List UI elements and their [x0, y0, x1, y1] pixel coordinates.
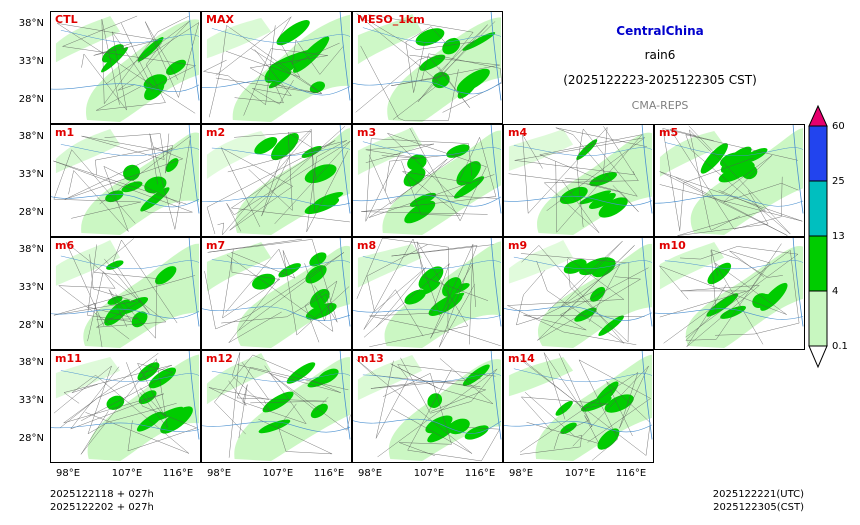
map-panel-m2: m2: [201, 124, 352, 237]
init-time-utc: 2025122118 + 027h: [50, 489, 154, 500]
colorbar-segment-1: [808, 290, 828, 347]
lat-tick-label: 33°N: [18, 395, 44, 406]
lat-tick-label: 33°N: [18, 169, 44, 180]
valid-time-utc: 2025122221(UTC): [712, 489, 804, 500]
colorbar-label-0-1: 0.1: [832, 341, 848, 352]
lat-tick-label: 38°N: [18, 244, 44, 255]
panel-label: m6: [55, 239, 75, 252]
panel-label: m2: [206, 126, 226, 139]
lon-tick-label: 98°E: [206, 468, 232, 479]
map-panel-m8: m8: [352, 237, 503, 350]
panel-label: m12: [206, 352, 233, 365]
map-panel-m1: m1: [50, 124, 201, 237]
lat-tick-label: 28°N: [18, 94, 44, 105]
colorbar-label-4: 4: [832, 286, 839, 297]
map-panel-m14: m14: [503, 350, 654, 463]
panel-label: m9: [508, 239, 528, 252]
panel-label: m10: [659, 239, 686, 252]
panel-label: m1: [55, 126, 75, 139]
panel-label: m13: [357, 352, 384, 365]
lon-tick-label: 98°E: [55, 468, 81, 479]
colorbar-label-60: 60: [832, 121, 845, 132]
colorbar-segment-2: [808, 235, 828, 292]
panel-label: m14: [508, 352, 535, 365]
map-panel-m7: m7: [201, 237, 352, 350]
lon-tick-label: 116°E: [162, 468, 194, 479]
map-panel-m6: m6: [50, 237, 201, 350]
lat-tick-label: 33°N: [18, 56, 44, 67]
map-panel-ctl: CTL: [50, 11, 201, 124]
init-time-cst: 2025122202 + 027h: [50, 502, 154, 513]
lon-tick-label: 107°E: [564, 468, 596, 479]
lon-tick-label: 107°E: [262, 468, 294, 479]
colorbar-segment-3: [808, 180, 828, 237]
map-panel-meso-1km: MESO_1km: [352, 11, 503, 124]
lat-tick-label: 38°N: [18, 131, 44, 142]
panel-label: m7: [206, 239, 226, 252]
lat-tick-label: 38°N: [18, 357, 44, 368]
map-panel-max: MAX: [201, 11, 352, 124]
lon-tick-label: 116°E: [615, 468, 647, 479]
lon-tick-label: 98°E: [508, 468, 534, 479]
region-title: CentralChina: [616, 24, 704, 38]
valid-time-cst: 2025122305(CST): [713, 502, 804, 513]
lon-tick-label: 98°E: [357, 468, 383, 479]
colorbar: [808, 104, 828, 369]
colorbar-under-triangle: [808, 345, 828, 369]
lat-tick-label: 28°N: [18, 320, 44, 331]
map-panel-m13: m13: [352, 350, 503, 463]
panel-label: m4: [508, 126, 528, 139]
period-title: (2025122223-2025122305 CST): [563, 73, 757, 87]
colorbar-over-triangle: [808, 104, 828, 127]
lon-tick-label: 116°E: [464, 468, 496, 479]
lon-tick-label: 116°E: [313, 468, 345, 479]
map-panel-m9: m9: [503, 237, 654, 350]
panel-label: MESO_1km: [357, 13, 425, 26]
map-panel-m11: m11: [50, 350, 201, 463]
panel-label: m8: [357, 239, 377, 252]
lon-tick-label: 107°E: [111, 468, 143, 479]
map-panel-m3: m3: [352, 124, 503, 237]
lat-tick-label: 28°N: [18, 433, 44, 444]
colorbar-label-13: 13: [832, 231, 845, 242]
source-title: CMA-REPS: [631, 99, 689, 112]
map-panel-m12: m12: [201, 350, 352, 463]
map-panel-m4: m4: [503, 124, 654, 237]
colorbar-label-25: 25: [832, 176, 845, 187]
panel-label: m3: [357, 126, 377, 139]
panel-label: CTL: [55, 13, 78, 26]
lat-tick-label: 33°N: [18, 282, 44, 293]
panel-label: m5: [659, 126, 679, 139]
lat-tick-label: 28°N: [18, 207, 44, 218]
map-panel-m10: m10: [654, 237, 805, 350]
map-panel-m5: m5: [654, 124, 805, 237]
lon-tick-label: 107°E: [413, 468, 445, 479]
panel-label: MAX: [206, 13, 234, 26]
variable-title: rain6: [644, 48, 676, 62]
panel-label: m11: [55, 352, 82, 365]
lat-tick-label: 38°N: [18, 18, 44, 29]
colorbar-segment-4: [808, 125, 828, 182]
